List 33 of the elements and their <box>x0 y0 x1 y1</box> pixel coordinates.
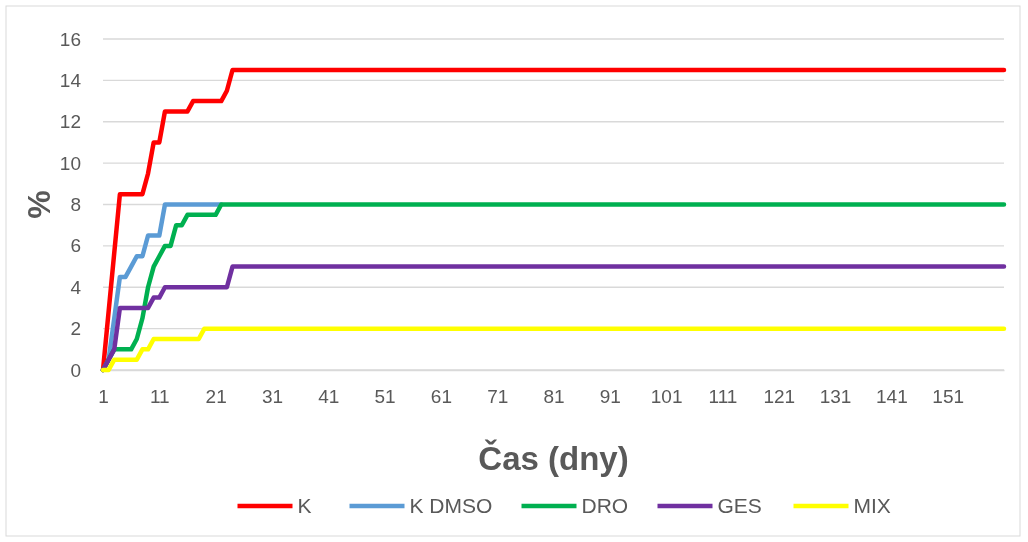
legend-label: K DMSO <box>409 494 493 517</box>
legend-label: MIX <box>853 494 891 517</box>
x-tick-label: 141 <box>876 386 908 408</box>
x-tick-label: 21 <box>205 386 227 408</box>
y-tick-label: 16 <box>59 28 81 50</box>
x-tick-label: 131 <box>819 386 852 408</box>
x-tick-label: 81 <box>543 386 565 408</box>
x-tick-label: 1 <box>98 386 109 408</box>
y-tick-label: 4 <box>70 276 82 298</box>
y-tick-label: 0 <box>70 359 81 381</box>
y-tick-label: 12 <box>59 111 81 133</box>
x-tick-label: 41 <box>318 386 340 408</box>
x-tick-label: 111 <box>708 386 738 408</box>
x-axis-title: Čas (dny) <box>478 439 629 477</box>
x-tick-label: 121 <box>763 386 796 408</box>
legend-label: K <box>297 494 312 517</box>
legend-label: GES <box>717 494 762 517</box>
y-tick-label: 2 <box>70 318 81 340</box>
x-tick-label: 91 <box>599 386 621 408</box>
x-tick-label: 11 <box>149 386 170 408</box>
x-tick-label: 51 <box>374 386 396 408</box>
x-tick-label: 61 <box>430 386 452 408</box>
y-tick-label: 8 <box>70 194 81 216</box>
y-tick-label: 10 <box>59 152 81 174</box>
x-tick-label: 101 <box>650 386 683 408</box>
line-series <box>100 326 1007 373</box>
x-tick-label: 71 <box>487 386 509 408</box>
x-tick-label: 151 <box>932 386 965 408</box>
y-tick-label: 14 <box>59 69 82 91</box>
y-tick-label: 6 <box>70 235 81 257</box>
y-axis-title: % <box>21 190 57 219</box>
legend-label: DRO <box>581 494 629 517</box>
x-tick-label: 31 <box>261 386 284 408</box>
